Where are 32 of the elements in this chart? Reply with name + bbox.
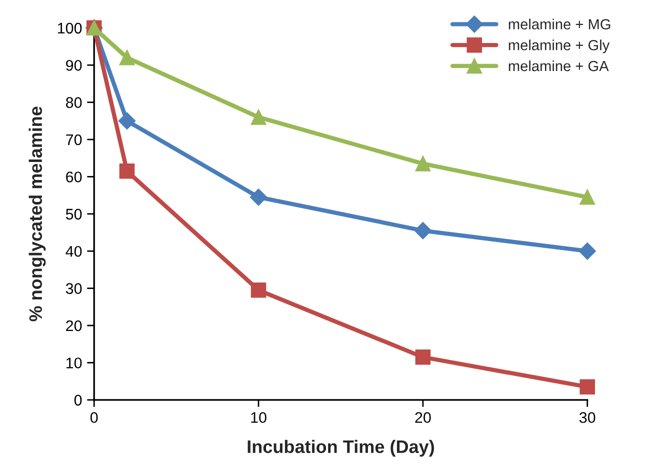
y-tick-label: 90 xyxy=(66,60,82,71)
point xyxy=(119,50,135,66)
x-axis-title: Incubation Time (Day) xyxy=(248,440,434,457)
y-tick-label: 80 xyxy=(66,97,82,108)
y-tick-label: 60 xyxy=(66,172,82,182)
y-tick-label: 40 xyxy=(66,246,82,257)
point xyxy=(578,242,596,260)
point xyxy=(580,379,595,395)
legend-label: melamine + MG xyxy=(508,18,610,30)
y-tick-label: 100 xyxy=(58,22,82,34)
y-axis-title: % nonglycated melamine xyxy=(28,106,46,322)
y-tick-label: 30 xyxy=(66,283,82,294)
point xyxy=(119,163,135,179)
x-tick-label: 10 xyxy=(251,412,266,423)
point xyxy=(415,349,431,365)
point xyxy=(414,222,432,240)
x-tick-label: 0 xyxy=(90,412,98,423)
point xyxy=(580,190,595,205)
y-tick-label: 10 xyxy=(66,358,82,368)
x-tick-label: 20 xyxy=(415,412,431,423)
point xyxy=(250,188,268,206)
y-tick-label: 70 xyxy=(66,134,82,146)
legend-label: melamine + Gly xyxy=(508,40,610,54)
y-tick-label: 50 xyxy=(66,208,82,220)
y-tick-label: 0 xyxy=(74,394,82,406)
point xyxy=(415,156,431,172)
legend-label: melamine + GA xyxy=(508,60,609,72)
point xyxy=(118,112,136,130)
x-tick-label: 30 xyxy=(579,412,596,423)
point xyxy=(250,110,266,125)
y-tick-label: 20 xyxy=(66,320,82,332)
point xyxy=(250,282,266,298)
